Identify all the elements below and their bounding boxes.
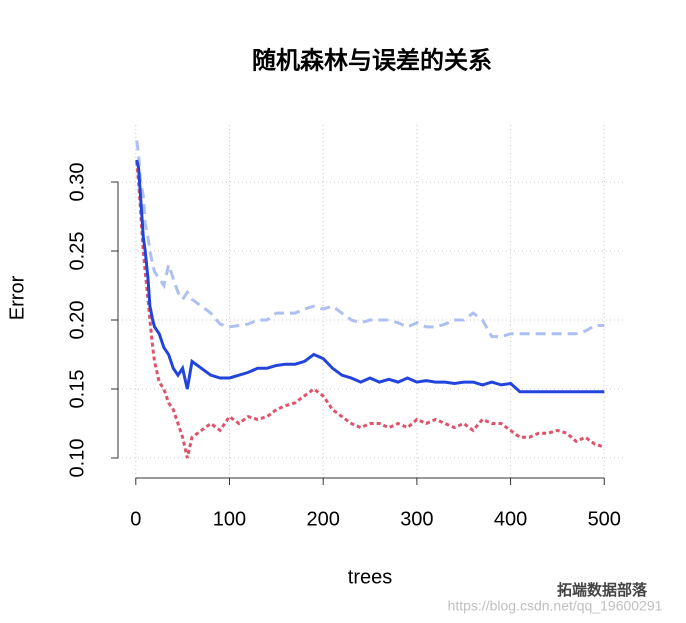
x-tick-label: 400 [494, 508, 527, 530]
series-line [135, 140, 605, 339]
y-tick-label: 0.15 [66, 370, 88, 409]
x-axis-label: trees [348, 566, 392, 588]
y-axis-label: Error [6, 275, 28, 320]
watermark-url: https://blog.csdn.net/qq_19600291 [448, 598, 663, 614]
y-tick-label: 0.10 [66, 439, 88, 478]
y-tick-label: 0.20 [66, 301, 88, 340]
x-tick-label: 500 [588, 508, 621, 530]
x-tick-label: 300 [400, 508, 433, 530]
x-tick-label: 100 [213, 508, 246, 530]
x-tick-label: 0 [130, 508, 141, 530]
chart-title: 随机森林与误差的关系 [252, 46, 492, 75]
y-tick-label: 0.25 [66, 232, 88, 271]
x-tick-label: 200 [306, 508, 339, 530]
series-line [135, 161, 605, 459]
watermark-brand: 拓端数据部落 [557, 581, 648, 599]
y-tick-label: 0.30 [66, 163, 88, 202]
series-line [135, 159, 605, 394]
